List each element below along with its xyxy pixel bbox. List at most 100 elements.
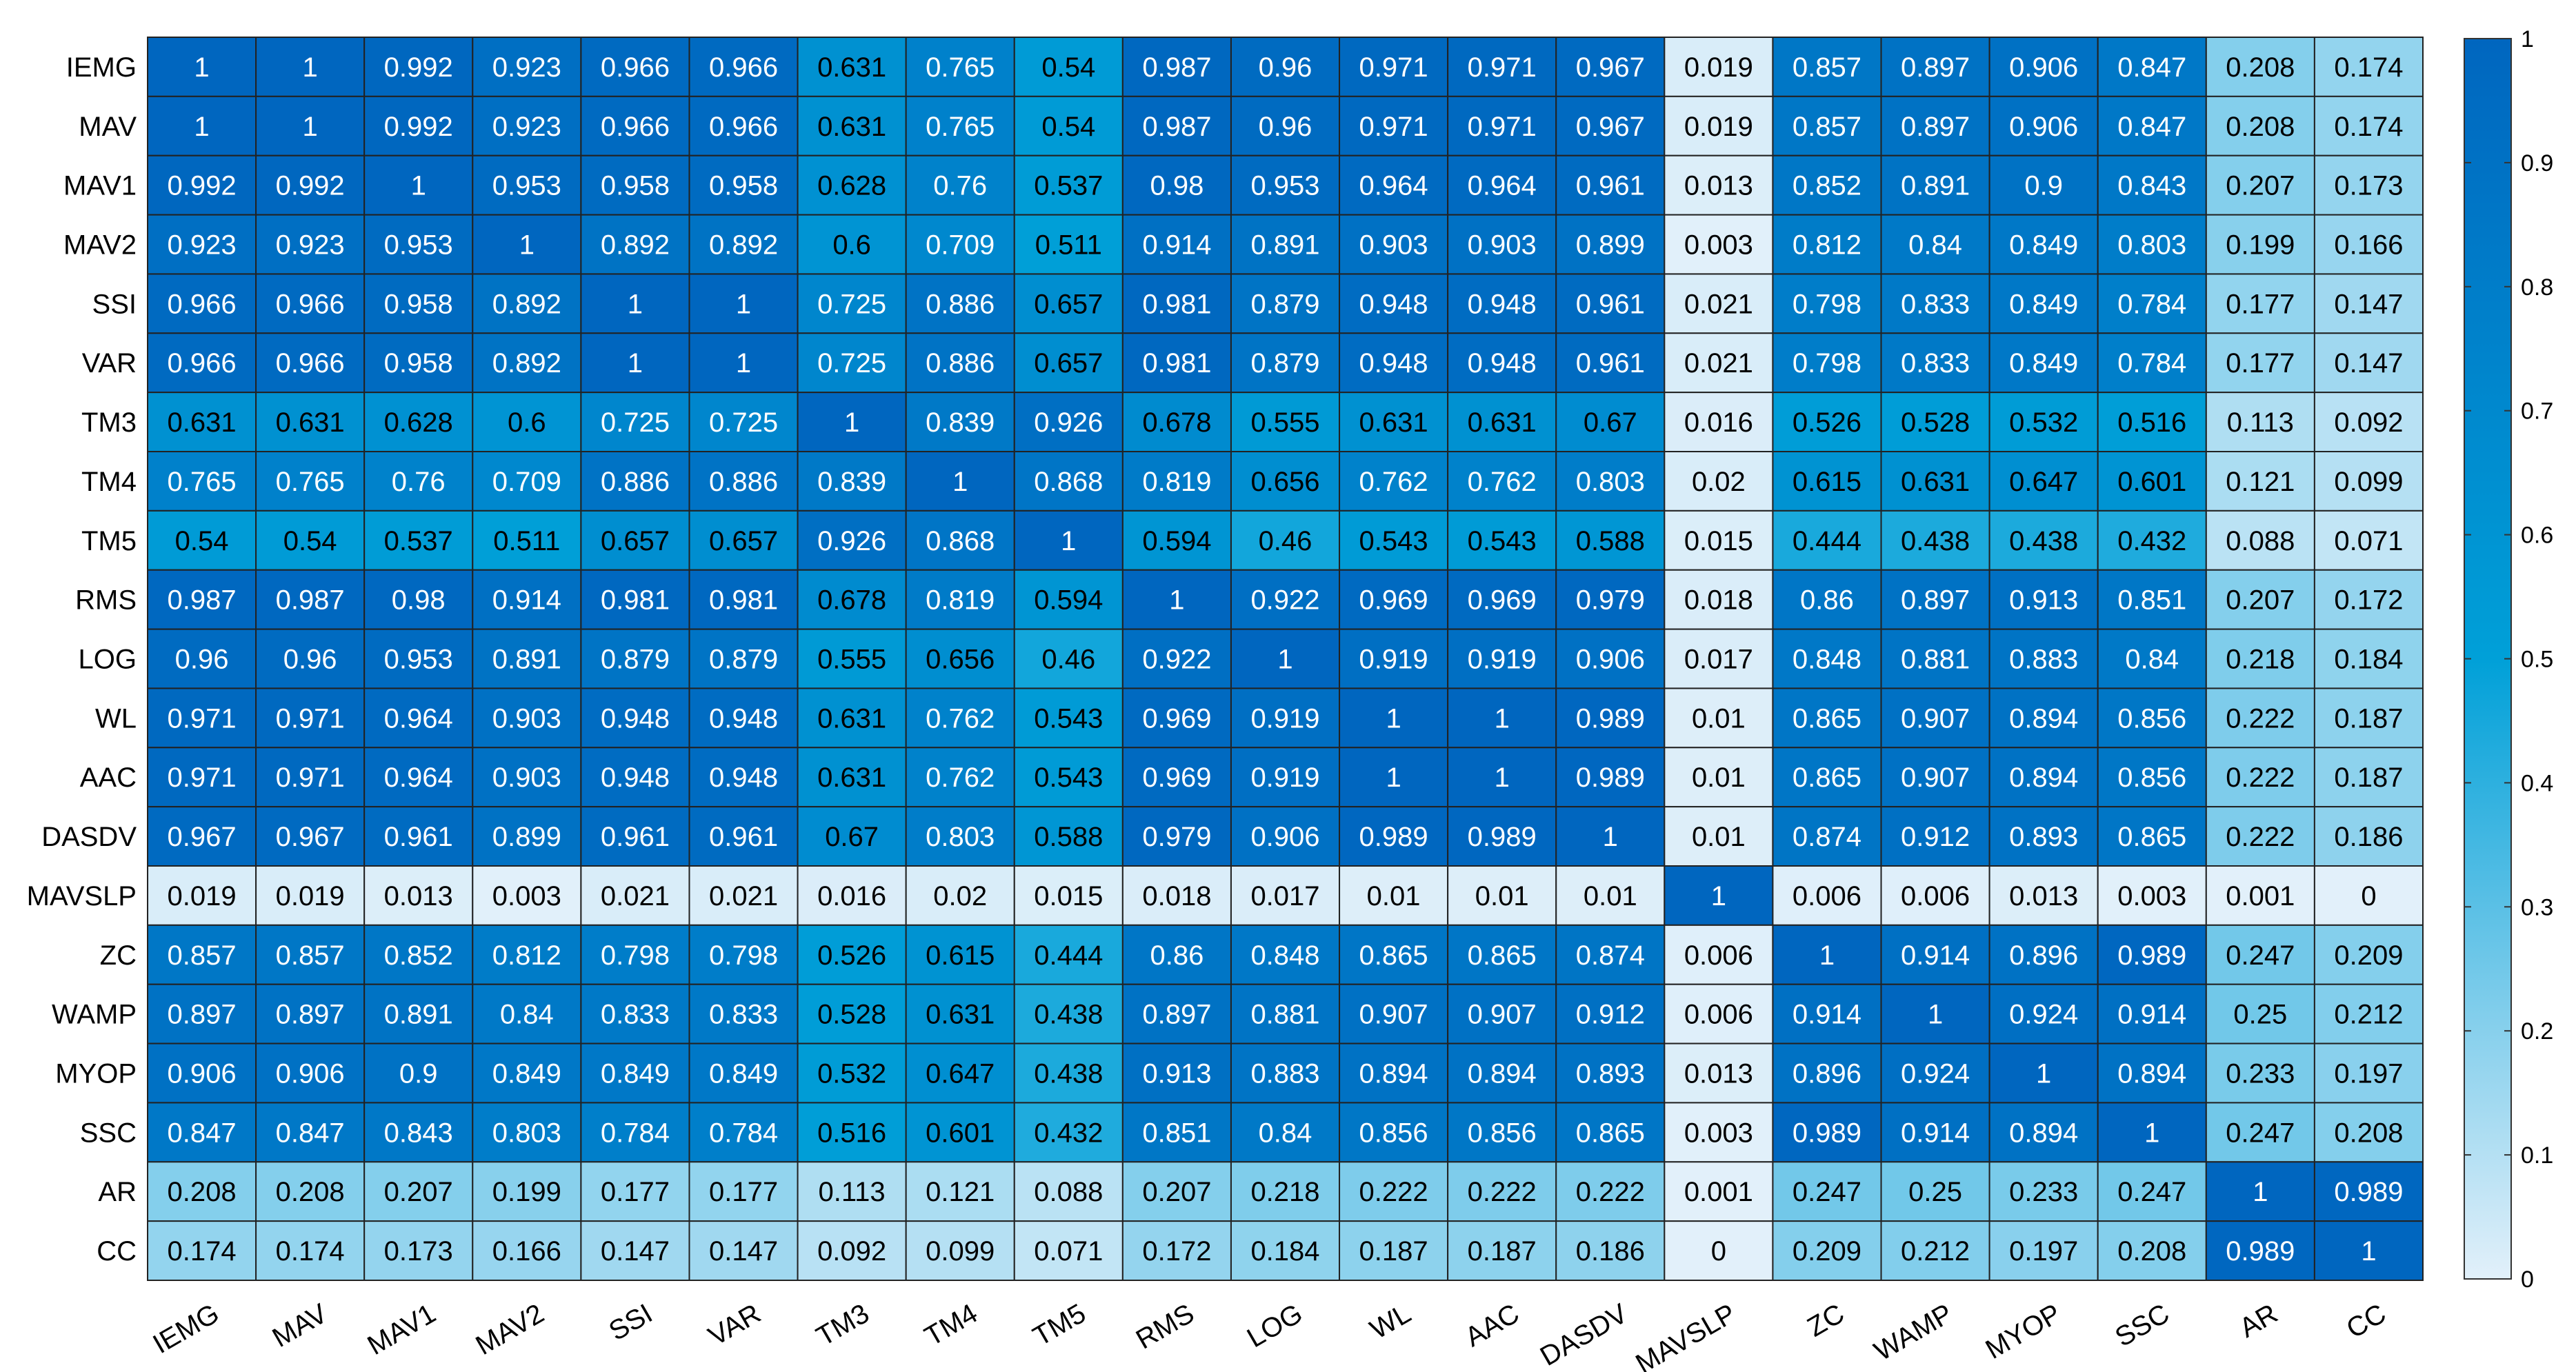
- heatmap-cell-value: 1: [519, 230, 535, 261]
- heatmap-cell: [363, 1220, 474, 1281]
- heatmap-cell: [472, 569, 582, 630]
- heatmap-cell-value: 0.86: [1150, 940, 1204, 971]
- heatmap-cell: [1988, 1042, 2099, 1104]
- heatmap-cell-value: 0.86: [1800, 585, 1854, 616]
- heatmap-cell: [580, 806, 690, 867]
- heatmap-cell-value: 0.914: [1793, 1000, 1861, 1030]
- heatmap-cell-value: 0.906: [1576, 645, 1645, 675]
- heatmap-cell: [1339, 154, 1449, 216]
- heatmap-cell: [580, 273, 690, 334]
- heatmap-cell-value: 0.762: [1468, 467, 1537, 497]
- heatmap-cell: [147, 37, 257, 97]
- heatmap-cell-value: 0.147: [601, 1236, 670, 1267]
- heatmap-cell-value: 0.948: [1468, 289, 1537, 319]
- heatmap-cell-value: 0.006: [1901, 881, 1970, 911]
- heatmap-cell: [1013, 1220, 1124, 1281]
- heatmap-cell-value: 0.803: [1576, 467, 1645, 497]
- heatmap-cell: [1230, 865, 1341, 926]
- heatmap-cell-value: 0.879: [1250, 348, 1319, 379]
- column-label: IEMG: [148, 1298, 225, 1360]
- heatmap-cell-value: 0.628: [817, 171, 886, 201]
- heatmap-cell-value: 0.966: [601, 112, 670, 142]
- heatmap-cell-value: 1: [844, 407, 859, 438]
- heatmap-cell-value: 0.891: [384, 1000, 453, 1030]
- heatmap-cell: [2313, 1220, 2424, 1281]
- heatmap-cell-value: 0.848: [1793, 645, 1861, 675]
- heatmap-cell: [1230, 273, 1341, 334]
- heatmap-cell-value: 1: [194, 112, 209, 142]
- heatmap-cell: [255, 1102, 366, 1163]
- heatmap-cell-value: 0.25: [1908, 1177, 1962, 1207]
- heatmap-cell-value: 0.6: [832, 230, 871, 261]
- heatmap-cell: [255, 865, 366, 926]
- heatmap-cell-value: 0.121: [926, 1177, 995, 1207]
- heatmap-cell: [1013, 806, 1124, 867]
- column-label: TM3: [811, 1298, 874, 1352]
- heatmap-cell: [1772, 1102, 1882, 1163]
- heatmap-cell-value: 0.526: [817, 940, 886, 971]
- heatmap-cell: [363, 332, 474, 394]
- heatmap-cell-value: 0.992: [384, 52, 453, 83]
- heatmap-cell: [2313, 924, 2424, 985]
- heatmap-cell-value: 0.197: [2009, 1236, 2078, 1267]
- heatmap-cell-value: 0.868: [926, 526, 995, 556]
- heatmap-cell-value: 0.233: [2009, 1177, 2078, 1207]
- heatmap-cell-value: 0.879: [709, 645, 778, 675]
- row-label: RMS: [75, 585, 137, 616]
- heatmap-cell-value: 0.762: [926, 703, 995, 734]
- heatmap-cell: [1772, 37, 1882, 97]
- heatmap-cell-value: 0.948: [1359, 289, 1428, 319]
- heatmap-cell: [147, 392, 257, 453]
- heatmap-cell-value: 0.914: [1901, 940, 1970, 971]
- heatmap-cell: [1447, 569, 1557, 630]
- heatmap-cell-value: 0.631: [817, 763, 886, 793]
- heatmap-cell: [1664, 628, 1774, 689]
- heatmap-cell: [1013, 451, 1124, 512]
- heatmap-cells: [147, 37, 2424, 1281]
- heatmap-cell: [797, 924, 907, 985]
- heatmap-cell-value: 0.02: [1692, 467, 1746, 497]
- heatmap-cell: [255, 628, 366, 689]
- heatmap-cell: [797, 1102, 907, 1163]
- heatmap-cell-value: 1: [1819, 940, 1835, 971]
- heatmap-cell: [1988, 569, 2099, 630]
- heatmap-cell-value: 0.953: [384, 230, 453, 261]
- row-label: SSC: [80, 1118, 137, 1148]
- heatmap-cell-value: 0.865: [1793, 763, 1861, 793]
- heatmap-cell-value: 1: [194, 52, 209, 83]
- row-label: SSI: [92, 289, 137, 319]
- heatmap-cell: [688, 687, 799, 749]
- column-label: MAV1: [362, 1298, 441, 1361]
- heatmap-cell-value: 0.207: [2226, 585, 2295, 616]
- heatmap-cell-value: 0.893: [1576, 1059, 1645, 1089]
- heatmap-cell: [472, 687, 582, 749]
- heatmap-cell-value: 0.961: [384, 822, 453, 852]
- heatmap-cell: [905, 983, 1015, 1045]
- heatmap-cell-value: 0.184: [2334, 645, 2403, 675]
- heatmap-cell-value: 0.526: [1793, 407, 1861, 438]
- heatmap-cell-value: 0.631: [817, 112, 886, 142]
- heatmap-cell: [1880, 983, 1990, 1045]
- heatmap-cell: [1121, 273, 1232, 334]
- heatmap-cell: [580, 332, 690, 394]
- heatmap-cell-value: 0.914: [1901, 1118, 1970, 1148]
- heatmap-cell: [147, 214, 257, 275]
- row-label: VAR: [82, 348, 137, 379]
- heatmap-cell: [1772, 1220, 1882, 1281]
- heatmap-cell: [1664, 687, 1774, 749]
- heatmap-cell: [2205, 37, 2315, 97]
- colorbar-tick-label: 0.8: [2521, 274, 2553, 301]
- heatmap-cell: [2097, 273, 2207, 334]
- heatmap-cell: [1230, 1220, 1341, 1281]
- heatmap-cell: [688, 214, 799, 275]
- heatmap-cell-value: 0.969: [1468, 585, 1537, 616]
- heatmap-cell-value: 0.981: [1142, 348, 1211, 379]
- heatmap-cell-value: 0.798: [1793, 348, 1861, 379]
- heatmap-cell-value: 0.922: [1142, 645, 1211, 675]
- heatmap-cell: [472, 510, 582, 571]
- heatmap-cell: [2313, 865, 2424, 926]
- heatmap-cell: [1121, 510, 1232, 571]
- heatmap-cell-value: 0.897: [167, 1000, 236, 1030]
- heatmap-cell-value: 0.003: [2117, 881, 2186, 911]
- heatmap-cell: [2313, 1042, 2424, 1104]
